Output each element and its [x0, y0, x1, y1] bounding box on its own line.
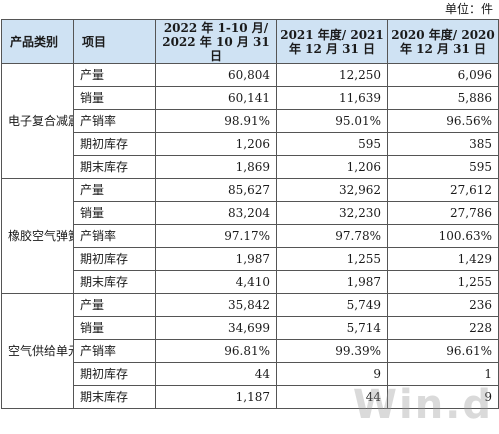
table-row: 销量 60,141 11,639 5,886 [2, 86, 499, 110]
value-cell: 34,699 [155, 316, 277, 340]
header-category: 产品类别 [1, 19, 74, 64]
item-cell: 期初库存 [73, 247, 156, 271]
header-item: 项目 [73, 19, 156, 64]
table-row: 期末库存 1,869 1,206 595 [2, 155, 499, 179]
value-cell: 1,987 [155, 247, 277, 271]
table-row: 电子复合减震器 产量 60,804 12,250 6,096 [1, 63, 499, 179]
value-cell: 9 [387, 385, 499, 409]
header-period-2022: 2022 年 1-10 月/ 2022 年 10 月 31 日 [155, 19, 277, 64]
item-cell: 产销率 [73, 109, 156, 133]
value-cell: 1,206 [276, 155, 388, 179]
value-cell: 1,206 [155, 132, 277, 156]
value-cell: 228 [387, 316, 499, 340]
table-row: 期末库存 4,410 1,987 1,255 [2, 270, 499, 294]
value-cell: 5,886 [387, 86, 499, 110]
value-cell: 1,429 [387, 247, 499, 271]
table-header-row: 产品类别 项目 2022 年 1-10 月/ 2022 年 10 月 31 日 … [1, 19, 499, 64]
category-cell: 橡胶空气弹簧及组件 [1, 178, 74, 294]
table-row: 产销率 97.17% 97.78% 100.63% [2, 224, 499, 248]
item-cell: 产量 [73, 293, 156, 317]
value-cell: 96.61% [387, 339, 499, 363]
value-cell: 100.63% [387, 224, 499, 248]
item-cell: 产销率 [73, 339, 156, 363]
item-cell: 产销率 [73, 224, 156, 248]
value-cell: 83,204 [155, 201, 277, 225]
value-cell: 96.56% [387, 109, 499, 133]
value-cell: 595 [387, 155, 499, 179]
value-cell: 97.78% [276, 224, 388, 248]
table-row: 橡胶空气弹簧及组件 产量 85,627 32,962 27,612 [1, 178, 499, 294]
value-cell: 1,869 [155, 155, 277, 179]
value-cell: 6,096 [387, 63, 499, 87]
table-row: 期初库存 1,206 595 385 [2, 132, 499, 156]
value-cell: 236 [387, 293, 499, 317]
value-cell: 11,639 [276, 86, 388, 110]
value-cell: 5,714 [276, 316, 388, 340]
value-cell: 32,962 [276, 178, 388, 202]
item-cell: 期末库存 [73, 385, 156, 409]
unit-label: 单位：件 [444, 2, 493, 16]
value-cell: 385 [387, 132, 499, 156]
value-cell: 27,612 [387, 178, 499, 202]
table-row: 销量 34,699 5,714 228 [2, 316, 499, 340]
item-cell: 期末库存 [73, 155, 156, 179]
value-cell: 9 [276, 362, 388, 386]
value-cell: 5,749 [276, 293, 388, 317]
value-cell: 35,842 [155, 293, 277, 317]
value-cell: 595 [276, 132, 388, 156]
value-cell: 95.01% [276, 109, 388, 133]
value-cell: 44 [155, 362, 277, 386]
value-cell: 1,187 [155, 385, 277, 409]
value-cell: 96.81% [155, 339, 277, 363]
value-cell: 1 [387, 362, 499, 386]
category-cell: 空气供给单元 [1, 293, 74, 409]
value-cell: 60,804 [155, 63, 277, 87]
item-cell: 销量 [73, 86, 156, 110]
header-period-2021: 2021 年度/ 2021 年 12 月 31 日 [276, 19, 388, 64]
item-cell: 销量 [73, 201, 156, 225]
item-cell: 销量 [73, 316, 156, 340]
item-cell: 期末库存 [73, 270, 156, 294]
header-period-2020: 2020 年度/ 2020 年 12 月 31 日 [387, 19, 499, 64]
value-cell: 99.39% [276, 339, 388, 363]
value-cell: 12,250 [276, 63, 388, 87]
value-cell: 44 [276, 385, 388, 409]
table-row: 期初库存 44 9 1 [2, 362, 499, 386]
table-row: 产销率 96.81% 99.39% 96.61% [2, 339, 499, 363]
value-cell: 1,255 [387, 270, 499, 294]
value-cell: 27,786 [387, 201, 499, 225]
value-cell: 1,255 [276, 247, 388, 271]
category-cell: 电子复合减震器 [1, 63, 74, 179]
value-cell: 97.17% [155, 224, 277, 248]
item-cell: 期初库存 [73, 132, 156, 156]
table-row: 销量 83,204 32,230 27,786 [2, 201, 499, 225]
item-cell: 期初库存 [73, 362, 156, 386]
value-cell: 1,987 [276, 270, 388, 294]
value-cell: 60,141 [155, 86, 277, 110]
table-row: 空气供给单元 产量 35,842 5,749 236 [1, 293, 499, 409]
value-cell: 32,230 [276, 201, 388, 225]
item-cell: 产量 [73, 178, 156, 202]
production-sales-table: 产品类别 项目 2022 年 1-10 月/ 2022 年 10 月 31 日 … [1, 19, 499, 409]
value-cell: 4,410 [155, 270, 277, 294]
value-cell: 98.91% [155, 109, 277, 133]
table-row: 产销率 98.91% 95.01% 96.56% [2, 109, 499, 133]
item-cell: 产量 [73, 63, 156, 87]
value-cell: 85,627 [155, 178, 277, 202]
table-row: 期末库存 1,187 44 9 [2, 385, 499, 409]
table-row: 期初库存 1,987 1,255 1,429 [2, 247, 499, 271]
